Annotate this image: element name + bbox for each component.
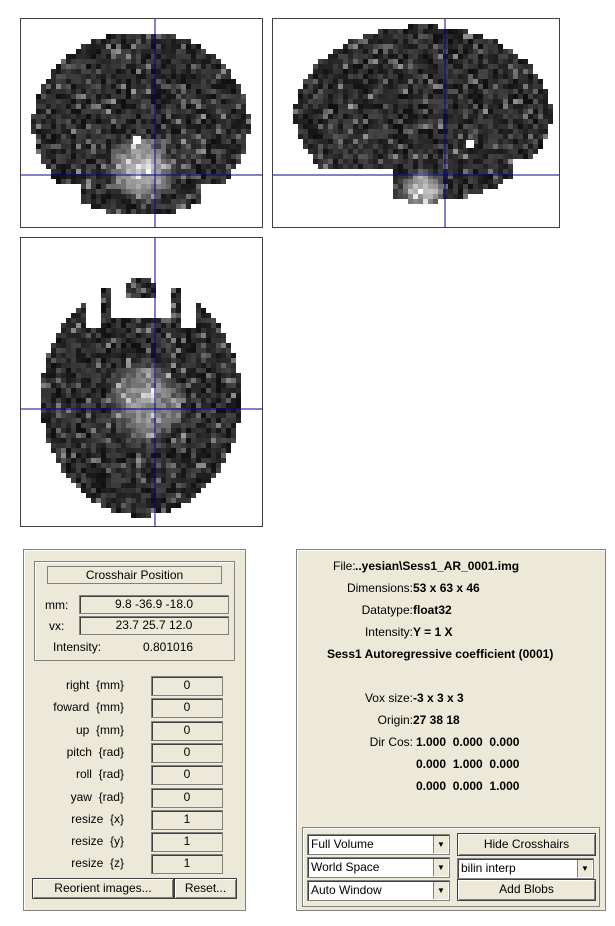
window-select-value: Auto Window: [311, 883, 382, 897]
vx-value[interactable]: 23.7 25.7 12.0: [79, 616, 229, 635]
sagittal-view[interactable]: [272, 18, 560, 228]
interpolation-select-value: bilin interp: [461, 861, 516, 875]
dropdown-arrow-icon: ▼: [433, 882, 448, 899]
space-select[interactable]: World Space ▼: [307, 857, 450, 878]
image-description: Sess1 Autoregressive coefficient (0001): [327, 647, 554, 661]
intensity-info-value: Y = 1 X: [413, 625, 453, 639]
datatype-value: float32: [413, 603, 452, 617]
image-info-panel: File: ..yesian\Sess1_AR_0001.img Dimensi…: [296, 549, 606, 911]
file-value: ..yesian\Sess1_AR_0001.img: [355, 559, 520, 573]
reorient-field-label: foward {mm}: [53, 700, 124, 715]
voxsize-label: Vox size:: [364, 691, 413, 705]
intensity-value: 0.801016: [143, 640, 194, 654]
reorient-panel: Crosshair Position mm: 9.8 -36.9 -18.0 v…: [23, 549, 246, 911]
dropdown-arrow-icon: ▼: [433, 859, 448, 876]
space-select-value: World Space: [311, 860, 380, 874]
reorient-images-button[interactable]: Reorient images...: [32, 878, 174, 899]
dimensions-value: 53 x 63 x 46: [413, 581, 480, 595]
reorient-field-input[interactable]: 1: [151, 854, 223, 875]
coronal-view[interactable]: [20, 18, 263, 228]
window-select[interactable]: Auto Window ▼: [307, 880, 450, 901]
reorient-field-input[interactable]: 0: [151, 676, 223, 696]
dropdown-arrow-icon: ▼: [433, 836, 448, 853]
volume-select-value: Full Volume: [311, 837, 374, 851]
axial-view[interactable]: [20, 237, 263, 527]
reorient-field-input[interactable]: 0: [151, 765, 223, 786]
dircos-row-2: 0.000 1.000 0.000: [416, 757, 520, 771]
reorient-field-label: yaw {rad}: [70, 789, 124, 804]
vx-label: vx:: [49, 619, 65, 633]
dimensions-label: Dimensions:: [346, 581, 413, 595]
dircos-label: Dir Cos:: [369, 735, 413, 749]
origin-label: Origin:: [377, 713, 413, 727]
origin-value: 27 38 18: [413, 713, 460, 727]
intensity-label: Intensity:: [53, 640, 102, 654]
reorient-field-label: resize {x}: [71, 811, 124, 826]
reorient-field-label: resize {y}: [71, 834, 124, 849]
voxsize-value: -3 x 3 x 3: [413, 691, 464, 705]
reorient-field-label: up {mm}: [75, 722, 124, 737]
reorient-field-label: roll {rad}: [75, 767, 124, 782]
reorient-field-label: resize {z}: [71, 856, 124, 871]
interpolation-select[interactable]: bilin interp ▼: [457, 858, 594, 879]
crosshair-marker: [133, 136, 141, 144]
reorient-field-input[interactable]: 1: [151, 809, 223, 830]
dircos-row-3: 0.000 0.000 1.000: [416, 779, 520, 793]
reorient-field-input[interactable]: 0: [151, 742, 223, 763]
reorient-field-input[interactable]: 1: [151, 832, 223, 853]
sagittal-image: [293, 24, 553, 204]
reorient-field-input[interactable]: 0: [151, 720, 223, 741]
datatype-label: Datatype:: [361, 603, 413, 617]
axial-image: [41, 278, 241, 518]
display-controls-group: Full Volume ▼ World Space ▼ Auto Window …: [302, 827, 600, 907]
intensity-info-label: Intensity:: [364, 625, 413, 639]
hide-crosshairs-button[interactable]: Hide Crosshairs: [457, 833, 596, 856]
mm-label: mm:: [45, 598, 69, 612]
crosshair-marker: [466, 140, 474, 148]
reset-button[interactable]: Reset...: [174, 878, 237, 899]
reorient-field-input[interactable]: 0: [151, 698, 223, 719]
volume-select[interactable]: Full Volume ▼: [307, 834, 450, 855]
reorient-field-label: right {mm}: [65, 678, 124, 692]
reorient-field-input[interactable]: 0: [151, 787, 223, 808]
mm-value[interactable]: 9.8 -36.9 -18.0: [79, 595, 229, 614]
crosshair-position-title: Crosshair Position: [47, 566, 222, 584]
dropdown-arrow-icon: ▼: [577, 860, 592, 877]
coronal-image: [31, 34, 251, 214]
crosshair-position-group: Crosshair Position mm: 9.8 -36.9 -18.0 v…: [34, 561, 235, 661]
reorient-field-label: pitch {rad}: [66, 744, 124, 759]
add-blobs-button[interactable]: Add Blobs: [457, 879, 596, 901]
dircos-row-1: 1.000 0.000 0.000: [416, 735, 520, 749]
file-label: File:: [333, 559, 356, 573]
